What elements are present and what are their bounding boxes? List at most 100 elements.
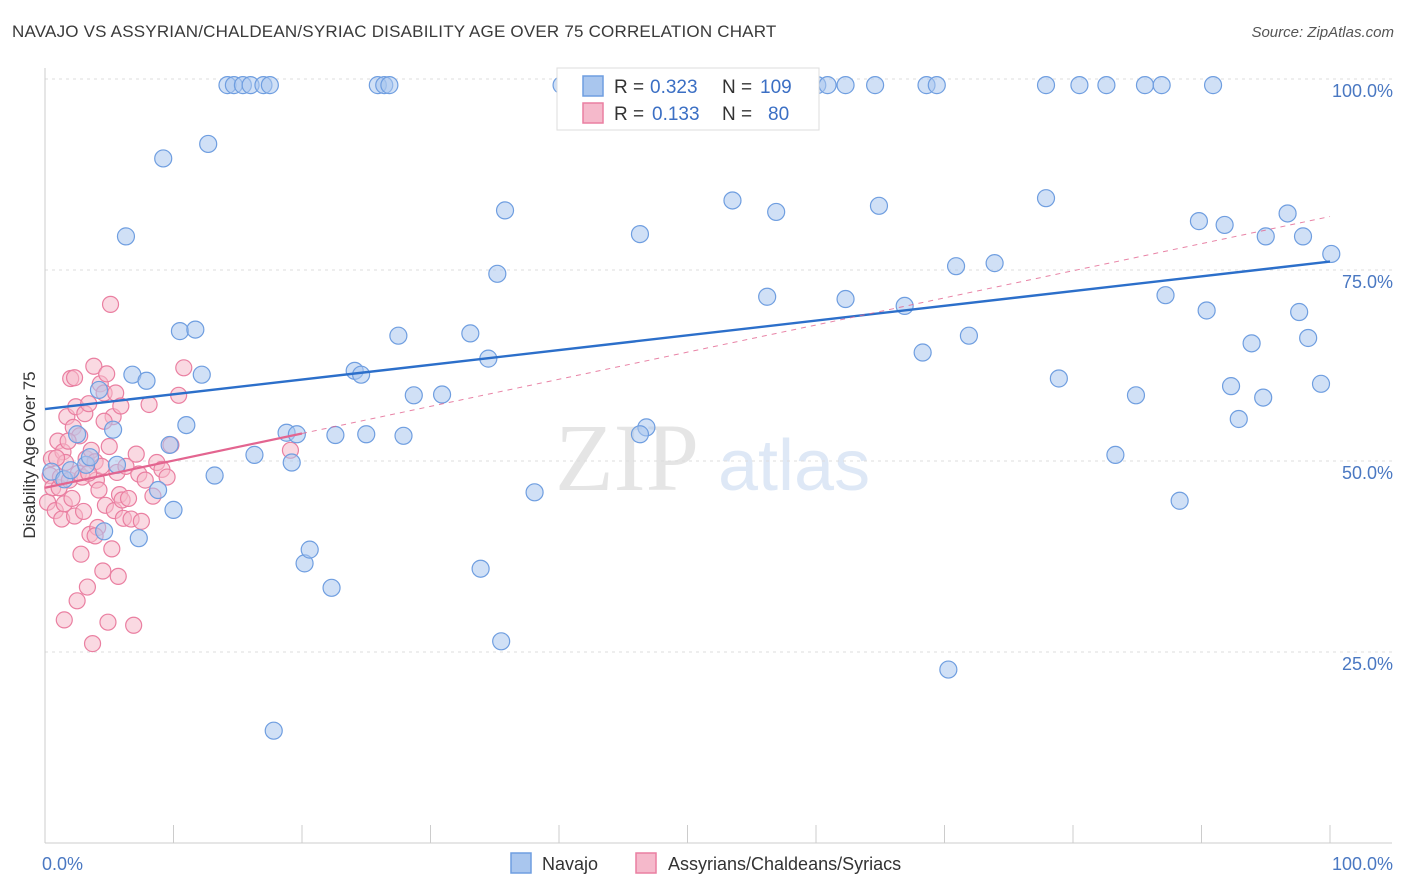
legend-box: R = 0.323 N = 109 R = 0.133 N = 80 [556,67,820,131]
navajo-point-107 [1311,374,1331,393]
x-tick-label-0: 0.0% [42,854,83,874]
chart-title: NAVAJO VS ASSYRIAN/CHALDEAN/SYRIAC DISAB… [12,22,777,41]
navajo-point-83 [1036,76,1056,95]
watermark: ZIP atlas [555,404,870,511]
navajo-point-13 [137,371,156,390]
navajo-point-70 [818,76,837,95]
navajo-point-65 [723,191,742,210]
navajo-point-7 [95,522,114,541]
navajo-point-73 [866,76,885,95]
navajo-point-30 [260,76,279,95]
navajo-point-78 [927,76,946,95]
y-tick-label-2: 50.0% [1342,463,1393,483]
navajo-point-80 [946,257,966,276]
legend-r-value-1: 0.323 [650,77,698,98]
navajo-point-5 [80,448,100,467]
navajo-point-23 [205,466,224,485]
y-tick-label-3: 25.0% [1342,654,1393,674]
navajo-point-44 [380,76,399,95]
navajo-point-79 [939,660,958,679]
navajo-point-53 [492,632,511,651]
navajo-point-19 [177,415,196,435]
navajo-point-98 [1229,409,1248,429]
navajo-point-18 [170,322,190,341]
navajo-point-50 [471,559,490,578]
assyrian-point-59 [125,616,143,634]
y-axis-label: Disability Age Over 75 [20,371,39,538]
assyrian-point-57 [119,489,138,508]
navajo-point-22 [199,134,218,154]
navajo-point-74 [869,196,889,215]
legend-n-value-1: 109 [760,77,792,98]
navajo-point-2 [61,461,80,480]
navajo-point-52 [488,264,507,283]
navajo-point-54 [495,201,515,220]
navajo-point-93 [1170,491,1189,510]
assyrian-point-62 [132,512,150,530]
navajo-point-16 [160,435,179,455]
navajo-point-45 [389,326,408,345]
navajo-point-14 [148,480,168,500]
bottom-legend: Navajo Assyrians/Chaldeans/Syriacs [510,852,901,874]
assyrian-point-39 [94,562,112,580]
navajo-point-103 [1278,204,1297,223]
assyrian-point-22 [72,545,90,563]
assyrian-point-42 [98,365,116,383]
navajo-point-89 [1126,386,1146,405]
navajo-point-84 [1036,189,1056,208]
bottom-legend-assyrian-label: Assyrians/Chaldeans/Syriacs [668,854,901,874]
assyrian-point-51 [109,567,127,585]
legend-n-label-1: N = [722,77,752,98]
assyrian-point-31 [83,634,102,653]
assyrian-trend-extension [301,216,1331,434]
navajo-point-36 [300,540,319,559]
watermark-zip: ZIP [555,404,699,511]
navajo-point-20 [186,320,205,339]
y-tick-labels: 100.0% 75.0% 50.0% 25.0% [1332,81,1393,674]
navajo-point-81 [959,326,979,345]
navajo-point-68 [767,202,786,222]
navajo-point-61 [630,425,650,444]
assyrian-point-72 [55,611,73,629]
navajo-point-94 [1189,212,1209,231]
navajo-point-21 [192,365,211,384]
source-label: Source: ZipAtlas.com [1251,24,1394,41]
navajo-point-104 [1290,302,1309,322]
navajo-point-99 [1221,377,1241,396]
legend-n-label-2: N = [722,104,752,125]
navajo-point-106 [1299,328,1318,348]
assyrian-point-68 [158,468,176,486]
navajo-point-12 [129,529,148,548]
x-tick-labels: 0.0% 100.0% [42,854,1393,874]
assyrian-point-60 [127,445,145,463]
assyrian-point-45 [101,295,120,313]
navajo-point-86 [1070,76,1089,95]
navajo-point-96 [1203,76,1223,95]
navajo-point-28 [245,445,264,464]
navajo-point-17 [164,500,183,519]
legend-r-value-2: 0.133 [652,104,700,125]
navajo-point-76 [913,343,932,362]
navajo-point-85 [1049,369,1068,388]
bottom-legend-navajo-swatch [510,852,532,874]
navajo-point-100 [1242,334,1261,353]
navajo-trend-line [44,260,1331,411]
assyrian-point-73 [65,369,84,387]
assyrian-point-15 [63,489,81,508]
assyrian-point-32 [85,357,103,375]
navajo-point-72 [836,76,855,95]
assyrian-point-43 [99,613,117,631]
y-tick-label-1: 75.0% [1342,272,1393,292]
navajo-point-92 [1156,286,1175,305]
bottom-legend-navajo-label: Navajo [542,854,598,874]
navajo-point-97 [1215,215,1234,235]
legend-n-value-2: 80 [768,104,789,125]
navajo-point-10 [116,227,136,246]
bottom-legend-assyrian-swatch [635,852,657,874]
navajo-point-105 [1293,227,1313,246]
assyrian-point-27 [78,578,97,596]
assyrian-point-63 [136,471,154,489]
navajo-point-90 [1135,76,1155,95]
navajo-point-88 [1106,445,1125,464]
